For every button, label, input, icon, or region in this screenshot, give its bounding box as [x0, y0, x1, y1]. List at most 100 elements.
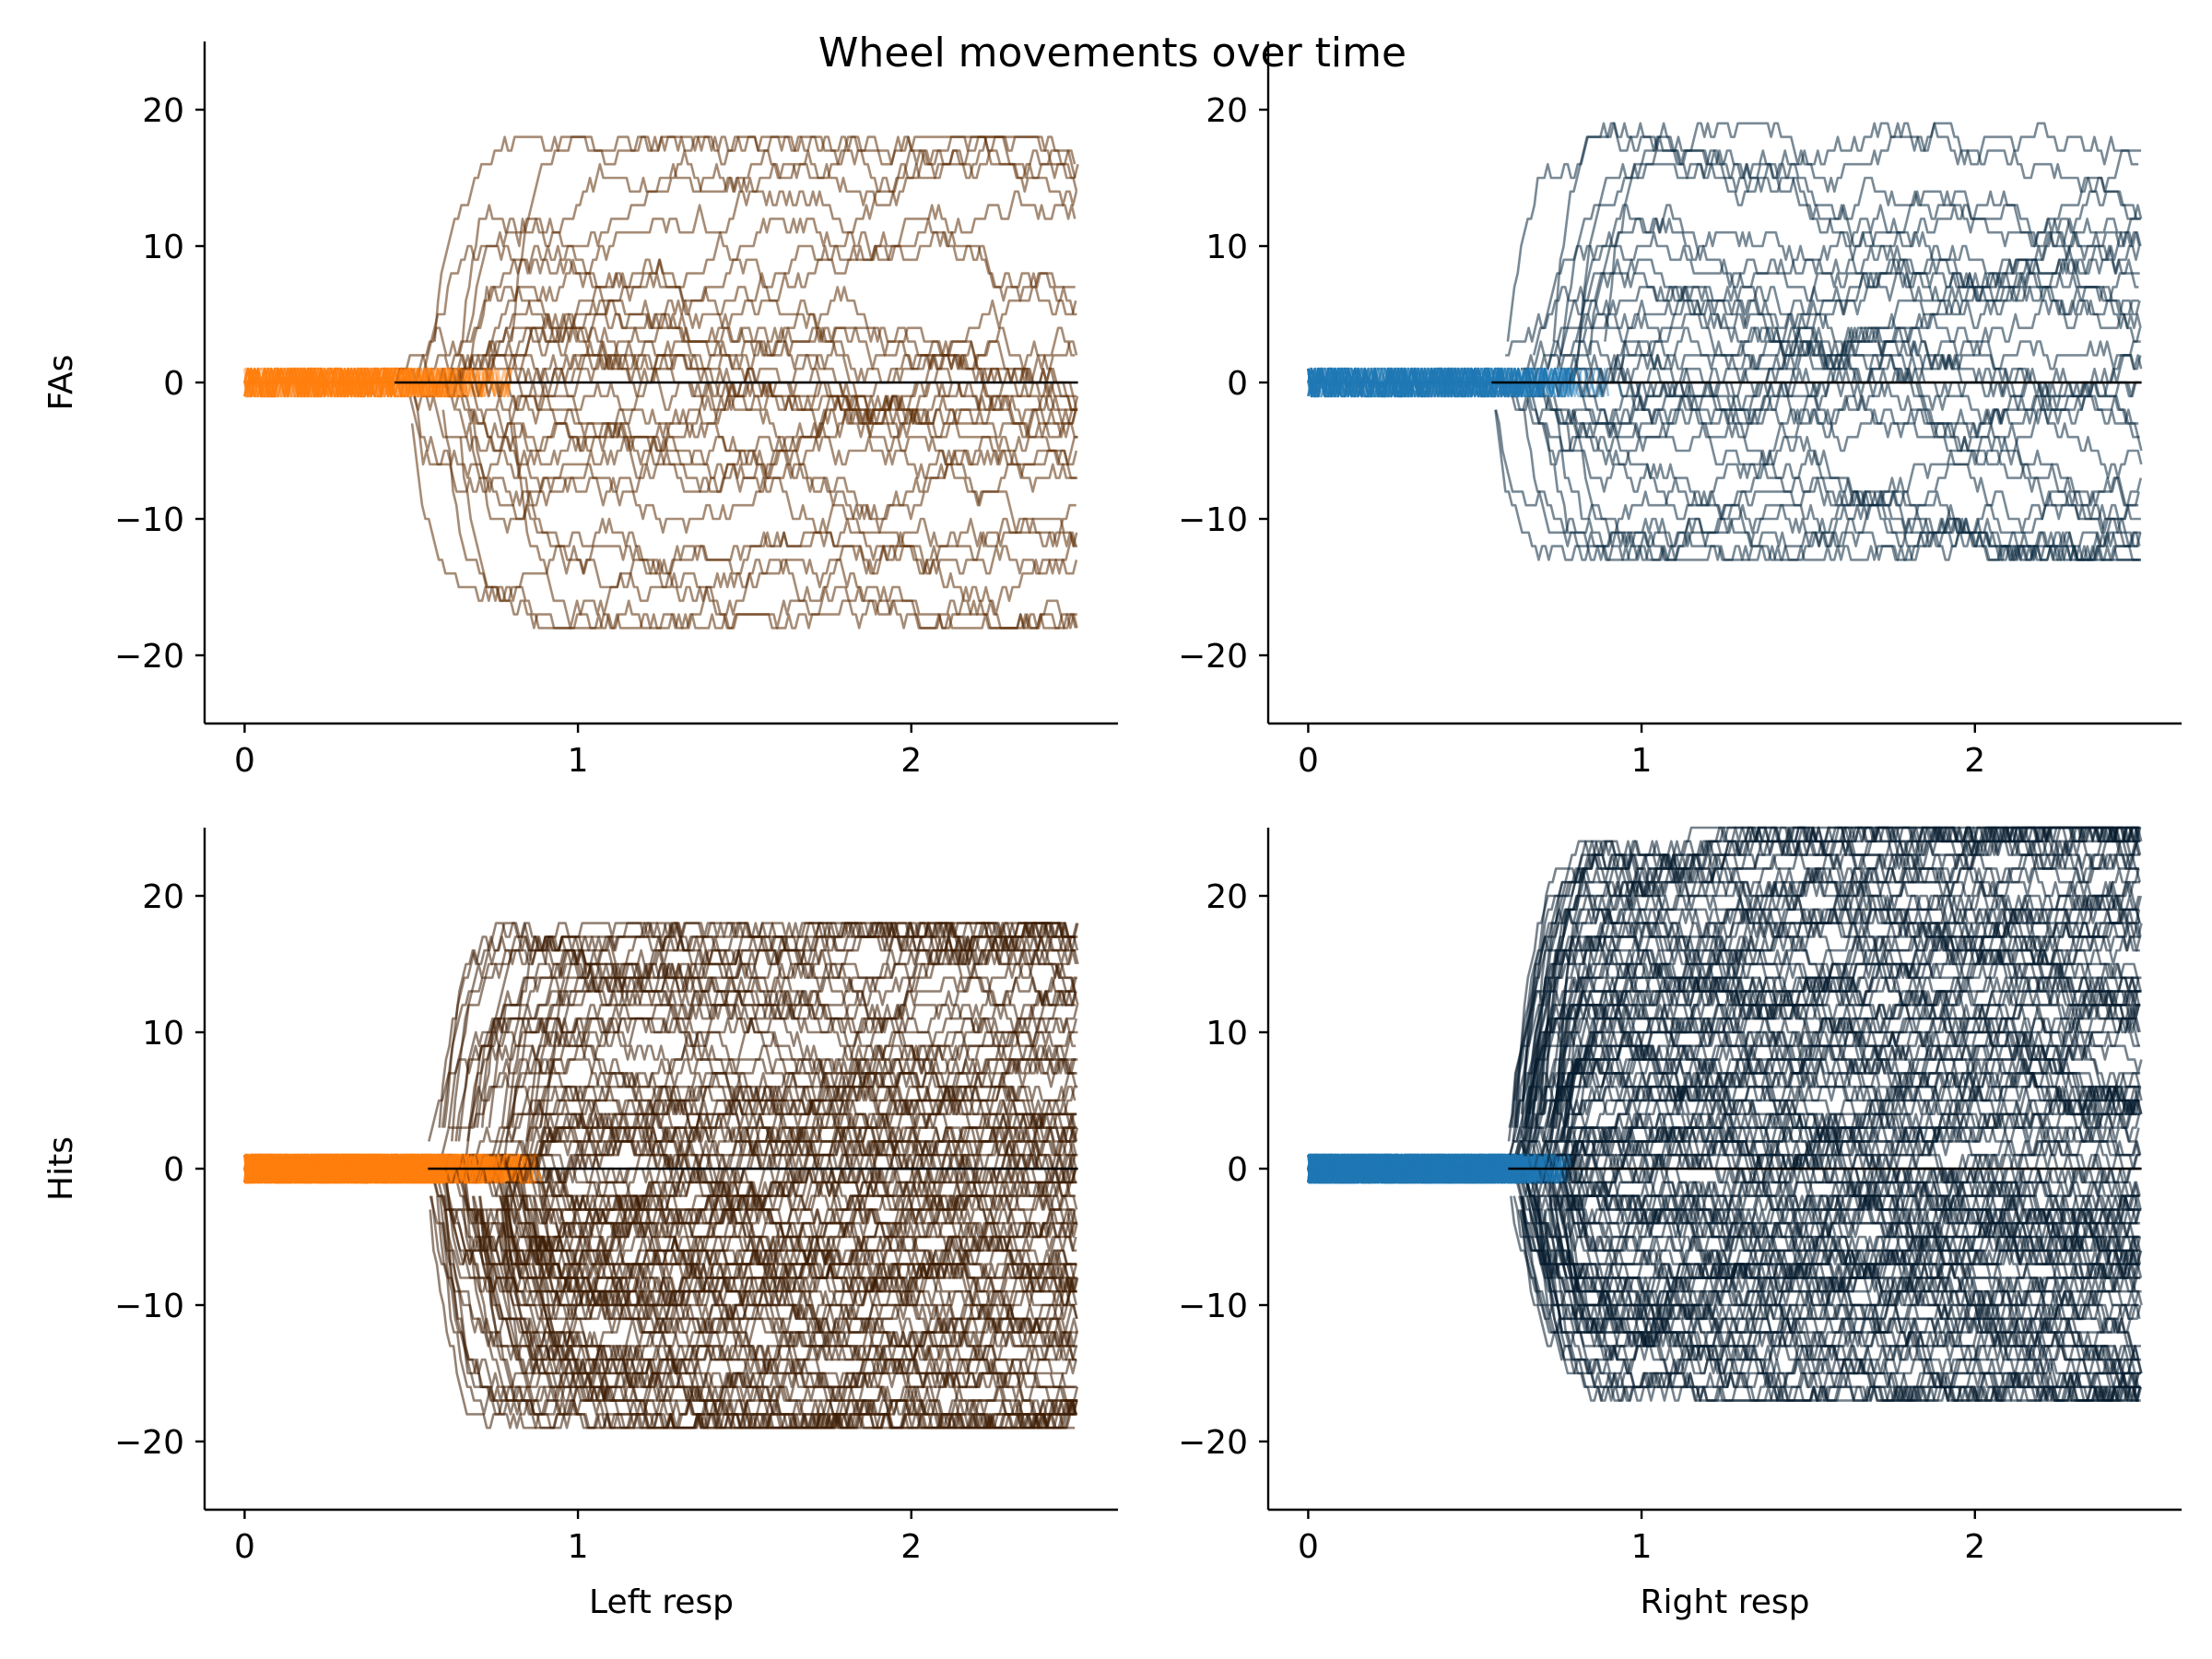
trace-pre: [1307, 1153, 1513, 1184]
trace-post: [1573, 258, 2143, 452]
trace-pre: [243, 1153, 448, 1184]
trace-pre: [1308, 1153, 1550, 1184]
trace-pre: [1308, 1153, 1512, 1184]
trace-pre: [1307, 1153, 1533, 1184]
trace-pre: [244, 1153, 463, 1184]
x-tick-label: 0: [1298, 742, 1319, 780]
trace-pre: [1307, 1153, 1512, 1184]
trace-pre: [243, 1153, 446, 1184]
y-tick-label: 20: [142, 92, 184, 130]
trace-pre: [243, 1153, 499, 1184]
trace-pre: [1308, 1153, 1555, 1184]
trace-post: [1511, 826, 2140, 1128]
trace-post: [442, 1195, 1077, 1430]
trace-post: [1574, 218, 2141, 342]
y-tick-label: 10: [142, 1015, 184, 1053]
trace-post: [455, 1072, 1077, 1211]
trace-pre: [1307, 1153, 1559, 1184]
trace-post: [1516, 1017, 2143, 1171]
trace-pre: [1308, 1153, 1520, 1184]
trace-post: [1494, 409, 2139, 561]
trace-post: [410, 423, 1077, 629]
trace-post: [1520, 1004, 2140, 1293]
trace-pre: [243, 1153, 512, 1184]
trace-pre: [1308, 1153, 1522, 1184]
trace-post: [433, 135, 1077, 342]
trace-pre: [1308, 1153, 1548, 1184]
trace-post: [1511, 367, 2139, 439]
y-tick-label: −10: [1178, 501, 1248, 539]
trace-pre: [244, 1153, 460, 1184]
trace-pre: [1307, 1153, 1529, 1184]
trace-pre: [244, 367, 417, 398]
trace-pre: [1307, 1153, 1540, 1184]
trace-post: [413, 395, 1078, 521]
trace-pre: [243, 1153, 429, 1184]
trace-pre: [244, 1153, 483, 1184]
trace-pre: [1307, 1153, 1519, 1184]
trace-pre: [1307, 1153, 1532, 1184]
trace-post: [1516, 1181, 2140, 1389]
traces: [243, 922, 1079, 1430]
trace-pre: [243, 367, 483, 398]
y-tick-label: 0: [163, 1151, 184, 1189]
trace-pre: [1307, 1153, 1522, 1184]
trace-pre: [244, 367, 466, 398]
trace-pre: [244, 1153, 505, 1184]
trace-pre: [243, 367, 395, 398]
trace-pre: [1308, 1153, 1516, 1184]
trace-pre: [1308, 1153, 1524, 1184]
y-axis-label: Hits: [42, 1136, 80, 1201]
trace-pre: [1308, 367, 1567, 398]
trace-pre: [1307, 367, 1547, 398]
trace-pre: [244, 1153, 478, 1184]
trace-pre: [243, 1153, 462, 1184]
trace-pre: [1307, 1153, 1515, 1184]
trace-pre: [243, 1153, 446, 1184]
x-axis-label: Right resp: [1640, 1583, 1809, 1621]
trace-pre: [1307, 1153, 1513, 1184]
trace-pre: [1308, 1153, 1510, 1184]
trace-pre: [1308, 1153, 1526, 1184]
trace-pre: [1307, 1153, 1553, 1184]
y-tick-label: −10: [114, 1288, 184, 1325]
trace-post: [1578, 135, 2141, 342]
x-tick-label: 0: [234, 742, 255, 780]
trace-pre: [243, 1153, 535, 1184]
trace-pre: [244, 1153, 478, 1184]
trace-pre: [1307, 1153, 1536, 1184]
trace-pre: [243, 1153, 505, 1184]
trace-pre: [243, 1153, 443, 1184]
traces: [1307, 826, 2143, 1402]
trace-pre: [1308, 1153, 1530, 1184]
trace-pre: [1307, 1153, 1552, 1184]
trace-pre: [243, 367, 435, 398]
trace-post: [441, 409, 1078, 616]
y-tick-label: 10: [142, 229, 184, 266]
trace-pre: [243, 1153, 466, 1184]
trace-post: [505, 1153, 1078, 1347]
trace-pre: [1307, 1153, 1550, 1184]
trace-pre: [1308, 1153, 1532, 1184]
trace-pre: [1308, 367, 1573, 398]
trace-pre: [244, 367, 468, 398]
trace-pre: [1307, 1153, 1520, 1184]
trace-pre: [243, 367, 443, 398]
trace-pre: [1307, 1153, 1532, 1184]
trace-pre: [1307, 1153, 1509, 1184]
x-axis-label: Left resp: [589, 1583, 734, 1621]
trace-pre: [1307, 1153, 1509, 1184]
trace-pre: [1308, 367, 1524, 398]
trace-pre: [1308, 1153, 1513, 1184]
trace-pre: [243, 1153, 443, 1184]
trace-pre: [243, 1153, 488, 1184]
trace-post: [1527, 286, 2139, 439]
trace-pre: [1307, 1153, 1535, 1184]
trace-pre: [1307, 1153, 1520, 1184]
trace-pre: [1307, 367, 1572, 398]
trace-pre: [1308, 1153, 1533, 1184]
trace-pre: [244, 367, 469, 398]
trace-post: [465, 149, 1078, 342]
y-tick-label: −20: [1178, 1424, 1248, 1462]
trace-post: [466, 218, 1077, 371]
